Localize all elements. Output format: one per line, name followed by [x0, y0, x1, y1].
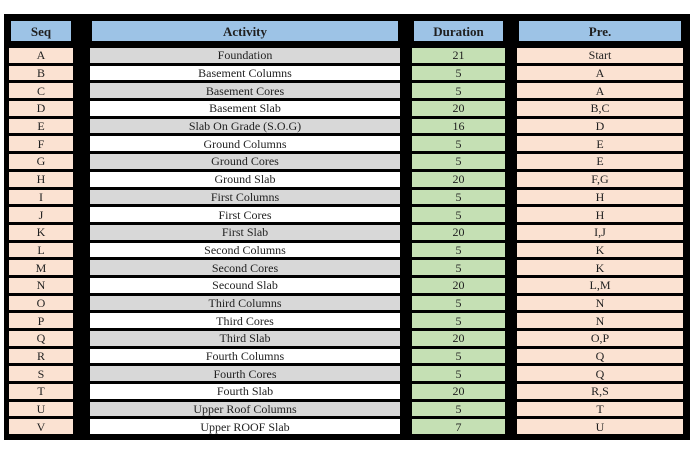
activity-cell: Basement Columns — [90, 65, 400, 81]
duration-cell: 5 — [412, 136, 505, 152]
activity-cell: Secound Slab — [90, 277, 400, 293]
seq-cell: N — [9, 277, 78, 293]
duration-cell: 20 — [412, 331, 505, 346]
duration-cell: 5 — [412, 65, 505, 81]
seq-cell: P — [9, 313, 78, 328]
duration-cell: 5 — [412, 83, 505, 99]
duration-cell: 5 — [412, 313, 505, 328]
pre-cell: U — [517, 419, 683, 435]
duration-cell: 21 — [412, 48, 505, 63]
activity-cell: Upper ROOF Slab — [90, 419, 400, 435]
pre-cell: N — [517, 313, 683, 328]
seq-cell: S — [9, 366, 78, 382]
pre-cell: T — [517, 401, 683, 417]
seq-cell: U — [9, 401, 78, 417]
pre-cell: K — [517, 242, 683, 258]
pre-cell: L,M — [517, 277, 683, 293]
seq-cell: C — [9, 83, 78, 99]
pre-cell: H — [517, 189, 683, 205]
seq-cell: V — [9, 419, 78, 435]
activity-cell: Ground Slab — [90, 171, 400, 187]
duration-cell: 20 — [412, 171, 505, 187]
duration-cell: 5 — [412, 348, 505, 364]
pre-cell: A — [517, 83, 683, 99]
duration-cell: 5 — [412, 207, 505, 222]
duration-cell: 5 — [412, 295, 505, 311]
column-header-activity: Activity — [90, 19, 400, 45]
seq-cell: A — [9, 48, 78, 63]
activity-cell: Third Slab — [90, 331, 400, 346]
seq-cell: J — [9, 207, 78, 222]
pre-cell: H — [517, 207, 683, 222]
activity-cell: Fourth Columns — [90, 348, 400, 364]
duration-cell: 5 — [412, 366, 505, 382]
duration-cell: 5 — [412, 189, 505, 205]
column-header-pre: Pre. — [517, 19, 683, 45]
activity-cell: Slab On Grade (S.O.G) — [90, 118, 400, 134]
duration-cell: 5 — [412, 260, 505, 275]
activity-cell: Upper Roof Columns — [90, 401, 400, 417]
pre-cell: I,J — [517, 224, 683, 240]
duration-cell: 20 — [412, 384, 505, 399]
activity-precedence-table: Seq Activity Duration Pre. A Foundation … — [4, 14, 690, 441]
pre-cell: D — [517, 118, 683, 134]
pre-cell: E — [517, 154, 683, 169]
activity-cell: Third Columns — [90, 295, 400, 311]
activity-cell: Fourth Slab — [90, 384, 400, 399]
pre-cell: O,P — [517, 331, 683, 346]
pre-cell: N — [517, 295, 683, 311]
activity-cell: Fourth Cores — [90, 366, 400, 382]
activity-cell: Ground Cores — [90, 154, 400, 169]
activity-cell: First Columns — [90, 189, 400, 205]
duration-cell: 16 — [412, 118, 505, 134]
duration-cell: 7 — [412, 419, 505, 435]
seq-cell: B — [9, 65, 78, 81]
activity-cell: Ground Columns — [90, 136, 400, 152]
seq-cell: L — [9, 242, 78, 258]
activity-cell: Basement Slab — [90, 101, 400, 116]
activity-cell: Second Columns — [90, 242, 400, 258]
duration-cell: 20 — [412, 277, 505, 293]
seq-cell: T — [9, 384, 78, 399]
pre-cell: Start — [517, 48, 683, 63]
seq-cell: R — [9, 348, 78, 364]
duration-cell: 20 — [412, 101, 505, 116]
seq-cell: Q — [9, 331, 78, 346]
activity-cell: First Cores — [90, 207, 400, 222]
duration-cell: 5 — [412, 401, 505, 417]
duration-cell: 5 — [412, 154, 505, 169]
seq-cell: G — [9, 154, 78, 169]
activity-cell: First Slab — [90, 224, 400, 240]
seq-cell: I — [9, 189, 78, 205]
seq-cell: D — [9, 101, 78, 116]
activity-cell: Third Cores — [90, 313, 400, 328]
seq-cell: M — [9, 260, 78, 275]
pre-cell: Q — [517, 348, 683, 364]
seq-cell: K — [9, 224, 78, 240]
seq-cell: O — [9, 295, 78, 311]
duration-cell: 20 — [412, 224, 505, 240]
pre-cell: Q — [517, 366, 683, 382]
seq-cell: F — [9, 136, 78, 152]
column-header-duration: Duration — [412, 19, 505, 45]
seq-cell: H — [9, 171, 78, 187]
activity-cell: Basement Cores — [90, 83, 400, 99]
column-header-seq: Seq — [9, 19, 78, 45]
pre-cell: K — [517, 260, 683, 275]
pre-cell: F,G — [517, 171, 683, 187]
pre-cell: A — [517, 65, 683, 81]
activity-cell: Second Cores — [90, 260, 400, 275]
activity-cell: Foundation — [90, 48, 400, 63]
pre-cell: E — [517, 136, 683, 152]
seq-cell: E — [9, 118, 78, 134]
pre-cell: R,S — [517, 384, 683, 399]
duration-cell: 5 — [412, 242, 505, 258]
pre-cell: B,C — [517, 101, 683, 116]
